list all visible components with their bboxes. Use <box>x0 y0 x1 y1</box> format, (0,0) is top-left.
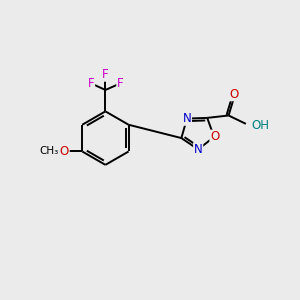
Text: CH₃: CH₃ <box>39 146 58 157</box>
Text: F: F <box>88 77 94 90</box>
Text: O: O <box>210 130 219 143</box>
Text: F: F <box>117 77 124 90</box>
Text: O: O <box>229 88 239 100</box>
Text: N: N <box>183 112 191 125</box>
Text: N: N <box>194 143 203 156</box>
Text: O: O <box>60 145 69 158</box>
Text: F: F <box>102 68 109 81</box>
Text: OH: OH <box>251 118 269 131</box>
